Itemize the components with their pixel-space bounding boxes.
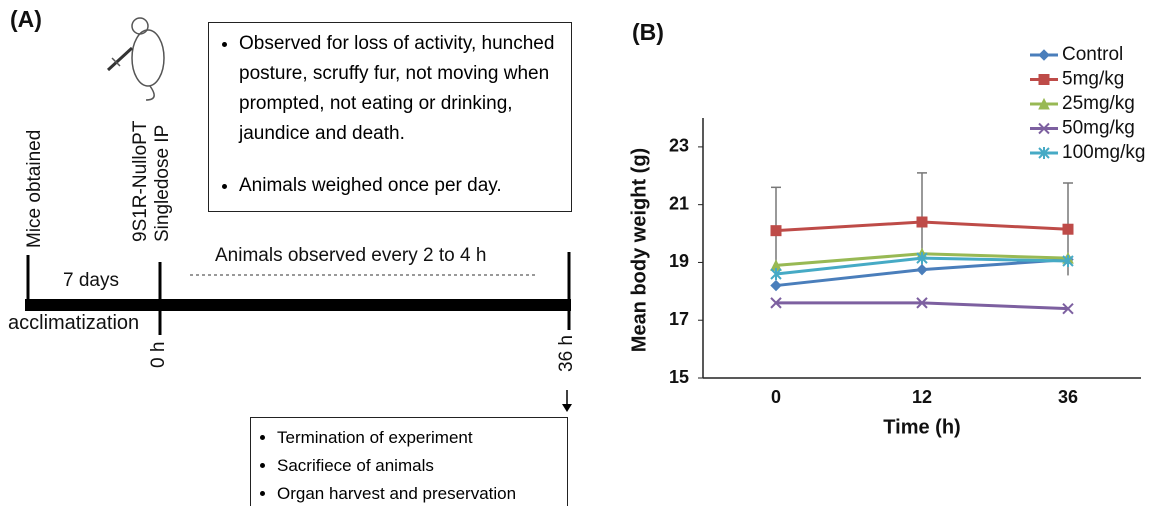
marker	[917, 265, 927, 275]
marker	[771, 226, 781, 236]
y-tick-label: 19	[669, 251, 689, 271]
duration: 7 days	[63, 270, 119, 292]
x-tick-label: 36	[1058, 387, 1078, 407]
x-tick-label: 0	[771, 387, 781, 407]
observation-note: Animals observed every 2 to 4 h	[215, 245, 486, 267]
marker	[917, 217, 927, 227]
marker	[1063, 224, 1073, 234]
legend-label: Control	[1062, 44, 1123, 65]
chart: (B) Time (h) Mean body weight (g) 15 17 19…	[600, 0, 1161, 506]
phase: acclimatization	[8, 312, 139, 335]
observation-box: Observed for loss of activity, hunched p…	[208, 22, 572, 212]
milestone: Mice obtained	[24, 130, 46, 248]
x-tick-label: 12	[912, 387, 932, 407]
milestone: 9S1R-NulloPT	[130, 121, 152, 242]
y-tick-label: 17	[669, 309, 689, 329]
bullet: Sacrifiece of animals	[277, 452, 563, 480]
time-label: 0 h	[148, 342, 170, 368]
panel-label: (B)	[632, 19, 664, 45]
figure: (A) Mice obtained 9S1R-NulloPT Singledos…	[0, 0, 1161, 506]
y-tick-label: 15	[669, 367, 689, 387]
legend-label: 5mg/kg	[1062, 69, 1124, 90]
marker	[1039, 50, 1049, 60]
legend-label: 100mg/kg	[1062, 142, 1145, 163]
end-box: Termination of experiment Sacrifiece of …	[250, 417, 568, 506]
marker	[1039, 75, 1049, 85]
marker	[771, 281, 781, 291]
bullet: Organ harvest and preservation	[277, 480, 563, 506]
milestone: Singledose IP	[152, 125, 174, 242]
arrow-head	[562, 404, 572, 412]
legend-label: 25mg/kg	[1062, 93, 1135, 114]
y-axis-title: Mean body weight (g)	[628, 148, 650, 352]
time-label: 36 h	[556, 335, 578, 372]
bullet: Animals weighed once per day.	[239, 171, 563, 201]
bullet: Termination of experiment	[277, 424, 563, 452]
mouse-icon	[108, 18, 164, 100]
x-axis-title: Time (h)	[883, 416, 960, 438]
y-tick-label: 23	[669, 136, 689, 156]
legend-label: 50mg/kg	[1062, 118, 1135, 139]
bullet: Observed for loss of activity, hunched p…	[239, 29, 563, 149]
timeline-bar	[25, 299, 571, 311]
y-tick-label: 21	[669, 193, 689, 213]
